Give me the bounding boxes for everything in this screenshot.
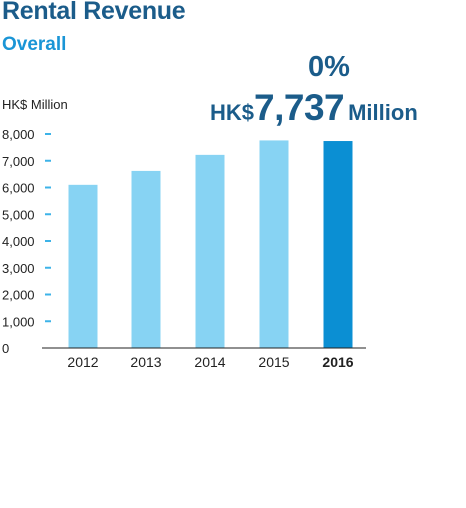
y-tick-label: 7,000 bbox=[2, 154, 35, 169]
y-tick-label: 1,000 bbox=[2, 314, 35, 329]
y-tick-label: 4,000 bbox=[2, 234, 35, 249]
bar-2014 bbox=[195, 154, 225, 348]
x-tick-label: 2014 bbox=[194, 354, 225, 370]
change-percentage: 0% bbox=[308, 51, 350, 83]
x-tick-label: 2016 bbox=[322, 354, 353, 370]
x-tick-label: 2012 bbox=[67, 354, 98, 370]
headline-prefix: HK$ bbox=[210, 100, 255, 125]
x-tick-label: 2015 bbox=[258, 354, 289, 370]
bar-2013 bbox=[131, 170, 161, 348]
bar-2012 bbox=[68, 184, 98, 348]
headline-suffix: Million bbox=[348, 100, 418, 125]
bar-2016 bbox=[323, 141, 353, 348]
headline-number: 7,737 bbox=[254, 87, 345, 128]
x-tick-label: 2013 bbox=[130, 354, 161, 370]
y-axis-label: HK$ Million bbox=[2, 97, 68, 112]
y-tick-label: 3,000 bbox=[2, 261, 35, 276]
chart-title: Rental Revenue bbox=[2, 0, 186, 25]
y-tick-label: 8,000 bbox=[2, 127, 35, 142]
y-tick-label: 0 bbox=[2, 341, 9, 356]
headline-value: HK$7,737 Million bbox=[210, 87, 418, 129]
chart-subtitle: Overall bbox=[2, 34, 67, 55]
y-tick-label: 5,000 bbox=[2, 207, 35, 222]
bar-2015 bbox=[259, 140, 289, 348]
y-tick-label: 2,000 bbox=[2, 288, 35, 303]
y-tick-label: 6,000 bbox=[2, 181, 35, 196]
